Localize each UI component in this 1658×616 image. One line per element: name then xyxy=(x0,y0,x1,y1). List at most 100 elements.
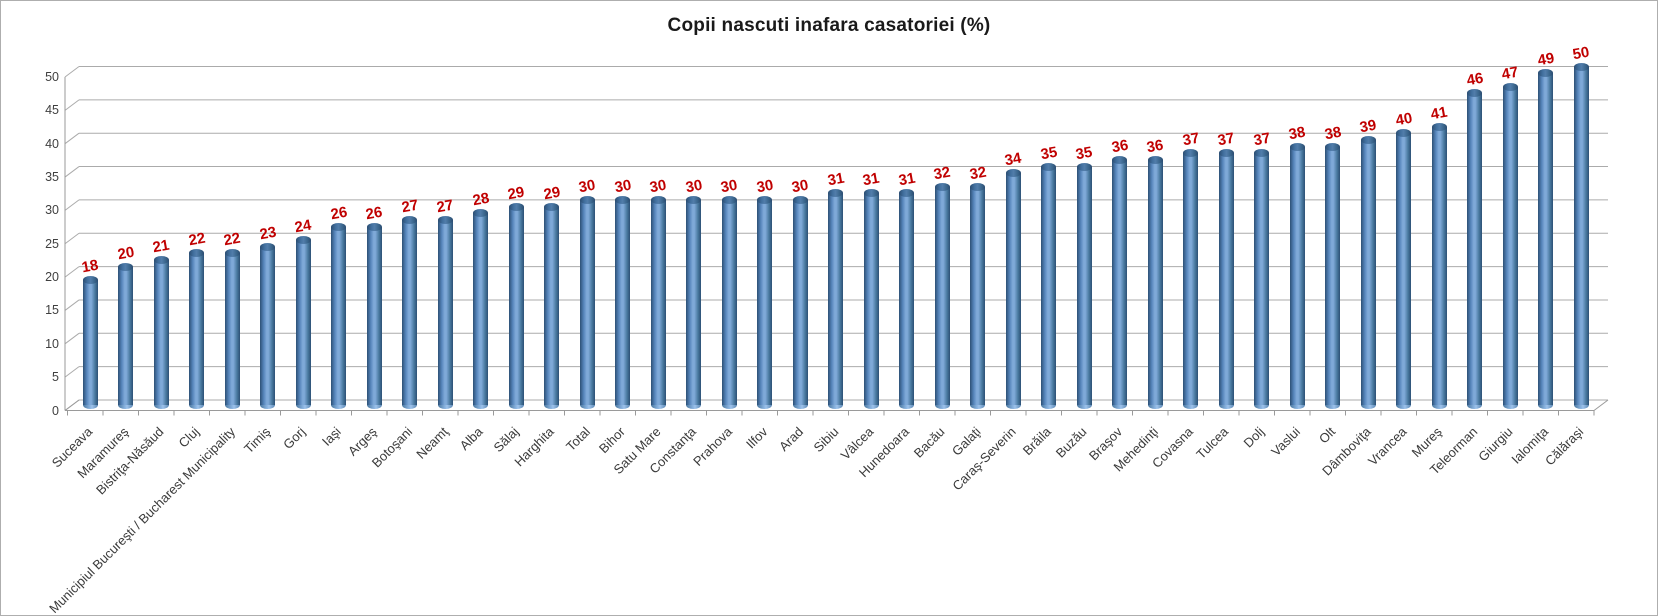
bar xyxy=(402,219,417,405)
bar-top-ellipse xyxy=(1325,142,1340,151)
bar-top-ellipse xyxy=(473,209,488,218)
bar-top-ellipse xyxy=(153,255,169,264)
bar-top-ellipse xyxy=(1005,169,1021,178)
bar xyxy=(1360,139,1376,405)
gridline-depth-connector xyxy=(64,99,80,111)
bar-top-ellipse xyxy=(1289,142,1305,151)
bar-top-ellipse xyxy=(863,189,879,198)
bar xyxy=(863,193,879,405)
bar xyxy=(508,206,524,405)
bar xyxy=(153,259,169,405)
bar xyxy=(970,186,985,405)
bar-bottom-ellipse xyxy=(1112,401,1127,409)
y-axis-label: 20 xyxy=(45,270,59,285)
bar-bottom-ellipse xyxy=(828,401,843,409)
bar-bottom-ellipse xyxy=(1325,401,1340,409)
bar-top-ellipse xyxy=(899,189,914,198)
gridline-depth-connector xyxy=(64,366,80,378)
bar-bottom-ellipse xyxy=(331,401,346,409)
bar-bottom-ellipse xyxy=(1289,401,1305,409)
bar xyxy=(224,253,240,405)
bar-bottom-ellipse xyxy=(82,401,98,409)
bar-bottom-ellipse xyxy=(650,401,666,409)
floor-left-edge xyxy=(64,399,80,411)
bar-bottom-ellipse xyxy=(721,401,737,409)
bar-bottom-ellipse xyxy=(402,401,417,409)
bar xyxy=(1538,73,1553,405)
bar-bottom-ellipse xyxy=(757,401,772,409)
bar-top-ellipse xyxy=(757,195,772,204)
bar-bottom-ellipse xyxy=(1254,401,1269,409)
bar xyxy=(1289,146,1305,405)
bar xyxy=(650,199,666,405)
bar-top-ellipse xyxy=(1538,69,1553,78)
bar xyxy=(1431,126,1447,405)
bar xyxy=(792,199,808,405)
bar xyxy=(579,199,595,405)
bar-bottom-ellipse xyxy=(544,401,559,409)
y-axis-label: 5 xyxy=(52,370,59,385)
gridline-depth-connector xyxy=(64,266,80,278)
bar-bottom-ellipse xyxy=(1467,401,1482,409)
bar xyxy=(899,193,914,405)
bar xyxy=(1396,133,1411,405)
bar xyxy=(260,246,275,405)
bar xyxy=(1573,66,1589,405)
gridline-depth-connector xyxy=(64,299,80,311)
bar xyxy=(1112,159,1127,405)
bar xyxy=(544,206,559,405)
bar-top-ellipse xyxy=(1573,62,1589,71)
bar-top-ellipse xyxy=(544,202,559,211)
bar-bottom-ellipse xyxy=(366,401,382,409)
bar-top-ellipse xyxy=(1467,89,1482,98)
bar-bottom-ellipse xyxy=(473,401,488,409)
y-axis-label: 45 xyxy=(45,103,59,118)
bar-top-ellipse xyxy=(366,222,382,231)
bar xyxy=(189,253,204,405)
bar xyxy=(1467,93,1482,405)
bar-top-ellipse xyxy=(970,182,985,191)
gridline-depth-connector xyxy=(64,232,80,245)
gridline-depth-connector xyxy=(64,166,80,178)
bar-bottom-ellipse xyxy=(1396,401,1411,409)
y-axis-label: 15 xyxy=(45,303,59,318)
bar-bottom-ellipse xyxy=(863,401,879,409)
bar xyxy=(1502,86,1518,405)
bar-bottom-ellipse xyxy=(189,401,204,409)
chart-title: Copii nascuti inafara casatoriei (%) xyxy=(667,15,991,36)
bar xyxy=(118,266,133,405)
bar-top-ellipse xyxy=(721,195,737,204)
bar xyxy=(1076,166,1092,405)
bar-bottom-ellipse xyxy=(1573,401,1589,409)
gridline-depth-connector xyxy=(64,199,80,211)
bar-top-ellipse xyxy=(1112,155,1127,164)
bar xyxy=(295,239,311,405)
bar-top-ellipse xyxy=(260,242,275,251)
bar-bottom-ellipse xyxy=(260,401,275,409)
bar xyxy=(686,199,701,405)
bar-bottom-ellipse xyxy=(1360,401,1376,409)
bar xyxy=(1325,146,1340,405)
bar-top-ellipse xyxy=(224,249,240,258)
bar xyxy=(757,199,772,405)
bar xyxy=(1041,166,1056,405)
bar xyxy=(934,186,950,405)
bar xyxy=(1254,153,1269,405)
bar-bottom-ellipse xyxy=(153,401,169,409)
bar-top-ellipse xyxy=(1396,129,1411,138)
bar xyxy=(473,213,488,405)
bar-top-ellipse xyxy=(1254,149,1269,158)
bar-bottom-ellipse xyxy=(1147,401,1163,409)
y-axis-label: 40 xyxy=(45,136,59,151)
y-axis-label: 0 xyxy=(52,403,59,418)
bar-bottom-ellipse xyxy=(899,401,914,409)
bar-top-ellipse xyxy=(508,202,524,211)
bar xyxy=(828,193,843,405)
bar-bottom-ellipse xyxy=(1218,401,1234,409)
bar xyxy=(1147,159,1163,405)
bar-top-ellipse xyxy=(437,215,453,224)
bar-bottom-ellipse xyxy=(686,401,701,409)
bar-bottom-ellipse xyxy=(1538,401,1553,409)
bar-top-ellipse xyxy=(82,275,98,284)
